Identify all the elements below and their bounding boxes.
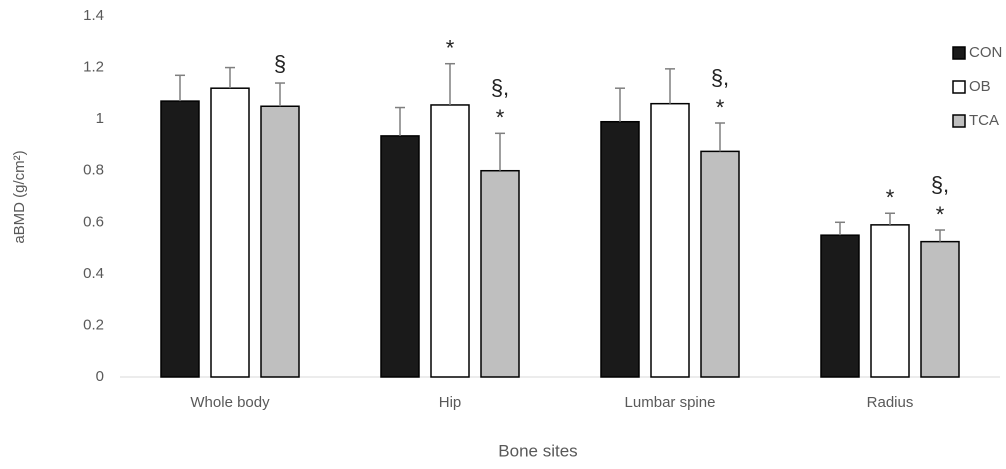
legend-swatch [952,46,966,60]
significance-marker: * [886,185,895,210]
y-tick-label: 0.8 [83,162,104,179]
significance-marker: * [496,105,505,130]
x-tick-label: Whole body [190,394,270,411]
significance-marker: * [446,36,455,61]
bar [920,240,960,378]
bar [650,102,690,378]
bar [430,104,470,378]
bar [380,135,420,378]
significance-marker: * [936,202,945,227]
x-tick-label: Radius [867,394,914,411]
y-tick-label: 0.2 [83,316,104,333]
bar [600,120,640,378]
significance-marker: §, [491,75,509,100]
significance-marker: * [716,95,725,120]
significance-marker: §, [711,65,729,90]
y-axis-title: aBMD (g/cm²) [11,150,28,243]
significance-marker: §, [931,172,949,197]
y-tick-label: 0.6 [83,213,104,230]
legend-swatch [952,80,966,94]
y-tick-label: 1.2 [83,59,104,76]
bar [870,224,910,378]
x-tick-label: Hip [439,394,462,411]
x-tick-label: Lumbar spine [625,394,716,411]
bar [160,100,200,378]
y-tick-label: 0.4 [83,265,104,282]
x-axis-title: Bone sites [498,441,577,460]
legend-label: CON [969,44,1002,61]
bar [260,105,300,378]
y-tick-label: 1.4 [83,7,104,24]
significance-marker: § [274,51,286,76]
legend-label: OB [969,78,991,95]
bar [820,234,860,378]
y-tick-label: 0 [96,368,104,385]
legend-label: TCA [969,112,999,129]
legend-swatch [952,114,966,128]
bar [210,87,250,378]
bar [480,169,520,378]
bar [700,150,740,378]
y-tick-label: 1 [96,110,104,127]
